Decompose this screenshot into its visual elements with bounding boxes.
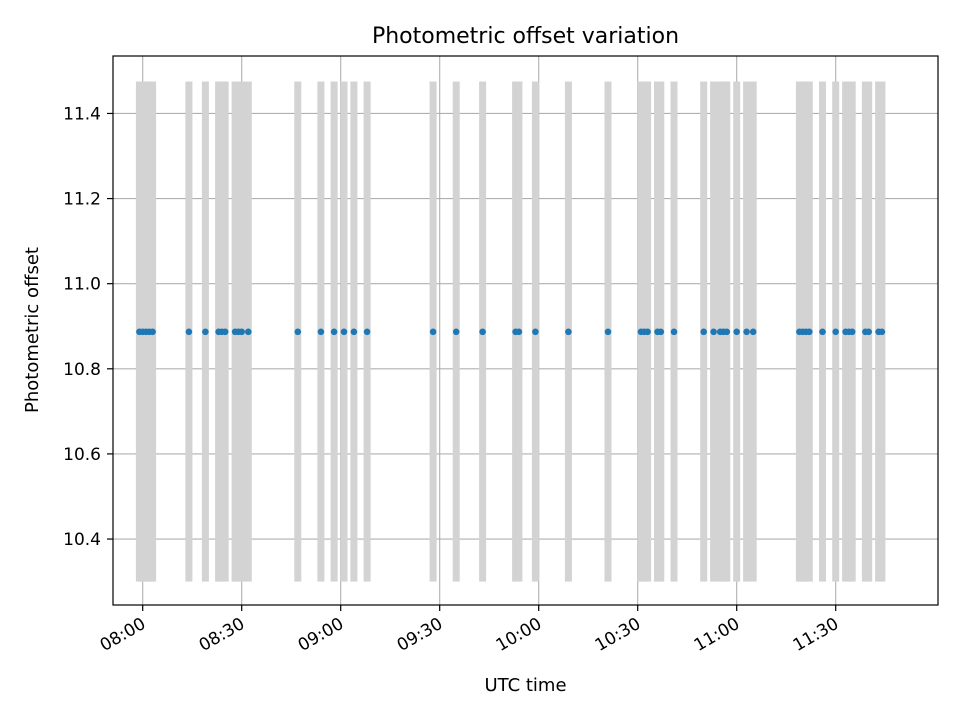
data-point-0-9 (221, 328, 229, 336)
y-tick-label-5: 11.4 (63, 104, 101, 124)
x-tick-label-6: 11:00 (691, 614, 743, 656)
data-point-0-47 (832, 328, 839, 336)
data-point-0-26 (565, 328, 572, 336)
y-tick-label-3: 11.0 (63, 275, 101, 295)
data-point-0-39 (733, 328, 740, 336)
data-point-0-52 (865, 328, 872, 336)
data-point-0-24 (515, 328, 523, 336)
x-tick-label-0: 08:00 (97, 614, 149, 656)
data-point-0-35 (710, 328, 717, 336)
data-point-0-27 (604, 328, 612, 336)
y-tick-label-1: 10.6 (63, 445, 101, 465)
data-point-0-40 (743, 328, 750, 336)
y-tick-label-0: 10.4 (63, 530, 101, 550)
data-point-0-22 (479, 328, 486, 336)
plot-frame (112, 55, 939, 606)
x-axis-label: UTC time (484, 675, 566, 696)
data-point-0-41 (749, 328, 757, 336)
x-tick-label-7: 11:30 (790, 614, 842, 656)
x-tick-label-2: 09:00 (295, 614, 347, 656)
data-point-0-18 (350, 328, 358, 336)
y-tick-label-4: 11.2 (63, 190, 101, 210)
data-point-0-14 (294, 328, 302, 336)
data-point-0-33 (670, 328, 678, 336)
x-tick-label-4: 10:00 (493, 614, 545, 656)
data-point-0-6 (202, 328, 209, 336)
data-point-0-32 (657, 328, 665, 336)
data-point-0-45 (806, 328, 813, 336)
data-point-0-15 (317, 328, 325, 336)
point-layer (136, 328, 886, 336)
data-point-0-38 (723, 328, 731, 336)
data-point-0-25 (532, 328, 539, 336)
data-point-0-17 (340, 328, 348, 336)
data-point-0-54 (878, 328, 886, 336)
data-point-0-30 (644, 328, 651, 336)
y-tick-label-2: 10.8 (63, 360, 101, 380)
data-point-0-50 (848, 328, 856, 336)
x-tick-label-3: 09:30 (394, 614, 446, 656)
data-point-0-46 (819, 328, 826, 336)
data-point-0-13 (245, 328, 252, 336)
data-point-0-20 (429, 328, 437, 336)
x-tick-label-5: 10:30 (592, 614, 644, 656)
x-tick-label-1: 08:30 (196, 614, 248, 656)
chart-title: Photometric offset variation (372, 24, 679, 49)
y-axis-label: Photometric offset (22, 247, 43, 413)
data-point-0-12 (238, 328, 245, 336)
data-point-0-16 (330, 328, 338, 336)
data-point-0-5 (185, 328, 193, 336)
data-point-0-34 (700, 328, 707, 336)
data-point-0-21 (452, 328, 460, 336)
data-point-0-4 (149, 328, 156, 336)
data-point-0-19 (363, 328, 371, 336)
